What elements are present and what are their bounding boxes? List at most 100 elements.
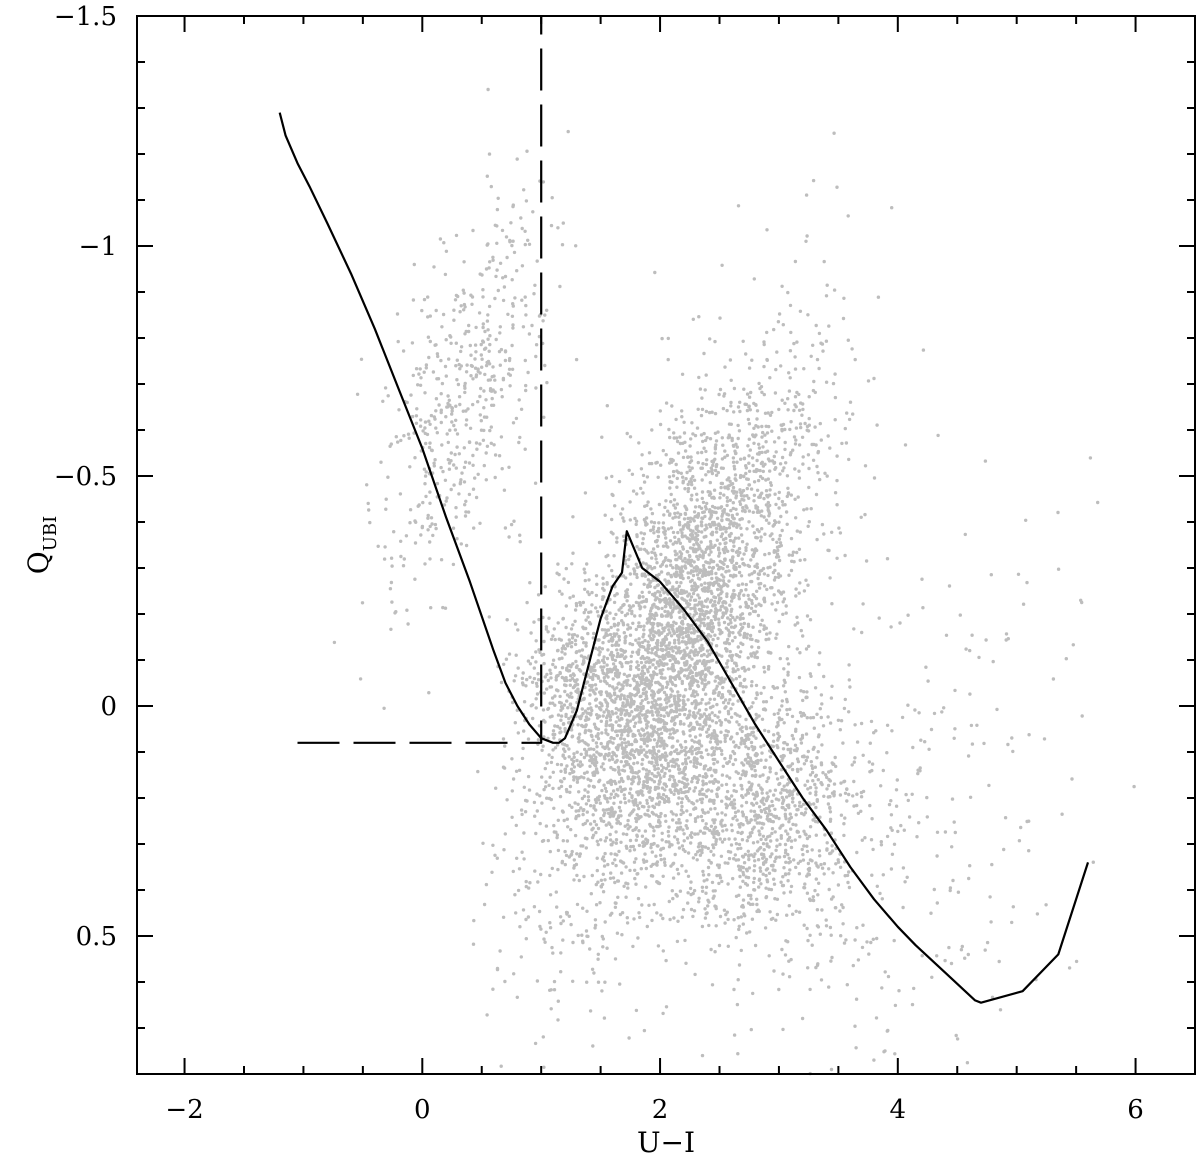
data-point xyxy=(667,769,672,773)
data-point xyxy=(866,379,871,383)
data-point xyxy=(752,552,756,557)
data-point xyxy=(458,310,462,314)
data-point xyxy=(802,813,806,817)
data-point xyxy=(822,259,826,264)
data-point xyxy=(801,402,805,406)
data-point xyxy=(635,565,640,569)
data-point xyxy=(826,783,831,788)
data-point xyxy=(746,593,750,598)
data-point xyxy=(653,787,657,792)
data-point xyxy=(467,440,472,445)
data-point xyxy=(419,418,423,422)
data-point xyxy=(612,600,617,605)
data-point xyxy=(621,768,625,772)
data-point xyxy=(575,758,579,763)
data-point xyxy=(427,419,431,423)
data-point xyxy=(510,314,515,318)
data-point xyxy=(709,558,713,562)
data-point xyxy=(411,373,415,378)
data-point xyxy=(695,573,700,577)
data-point xyxy=(644,599,649,604)
data-point xyxy=(637,843,642,848)
data-point xyxy=(730,548,734,552)
data-point xyxy=(723,861,727,865)
data-point xyxy=(798,835,802,839)
data-point xyxy=(805,507,809,511)
data-point xyxy=(664,758,668,762)
data-point xyxy=(720,615,724,620)
data-point xyxy=(683,702,687,707)
data-point xyxy=(714,473,719,477)
data-point xyxy=(656,589,660,594)
data-point xyxy=(803,783,807,787)
data-point xyxy=(752,480,757,484)
data-point xyxy=(716,636,720,641)
data-point xyxy=(852,779,856,784)
data-point xyxy=(833,755,837,760)
data-point xyxy=(788,453,793,457)
data-point xyxy=(850,763,854,767)
data-point xyxy=(799,425,803,430)
data-point xyxy=(924,665,928,669)
data-point xyxy=(554,830,558,834)
data-point xyxy=(835,556,839,560)
data-point xyxy=(653,592,657,596)
data-point xyxy=(651,547,656,551)
data-point xyxy=(738,885,742,889)
data-point xyxy=(784,829,788,833)
data-point xyxy=(572,752,576,756)
data-point xyxy=(714,675,718,679)
data-point xyxy=(935,830,940,834)
data-point xyxy=(855,850,859,855)
data-point xyxy=(399,539,403,543)
data-point xyxy=(853,357,857,362)
data-point xyxy=(740,582,745,586)
data-point xyxy=(724,609,729,613)
data-point xyxy=(602,665,606,669)
data-point xyxy=(794,405,798,409)
data-point xyxy=(977,655,981,660)
data-point xyxy=(507,535,511,539)
data-point xyxy=(508,384,512,388)
data-point xyxy=(677,584,681,588)
data-point xyxy=(481,322,485,326)
data-point xyxy=(689,459,694,463)
data-point xyxy=(641,691,645,696)
data-point xyxy=(736,771,740,775)
data-point xyxy=(650,918,654,923)
data-point xyxy=(512,972,516,976)
data-point xyxy=(686,526,691,530)
data-point xyxy=(791,800,795,804)
data-point xyxy=(440,381,445,386)
data-point xyxy=(524,313,528,317)
data-point xyxy=(595,582,599,586)
data-point xyxy=(586,615,590,619)
data-point xyxy=(588,822,593,826)
data-point xyxy=(642,737,646,741)
data-point xyxy=(452,318,456,322)
data-point xyxy=(454,364,458,368)
data-point xyxy=(715,684,719,688)
data-point xyxy=(789,839,794,843)
data-point xyxy=(601,658,605,662)
data-point xyxy=(714,530,719,534)
data-point xyxy=(739,490,743,495)
data-point xyxy=(585,819,589,823)
data-point xyxy=(650,760,654,764)
data-point xyxy=(551,786,555,791)
data-point xyxy=(806,453,811,457)
data-point xyxy=(881,873,885,877)
data-point xyxy=(680,619,685,623)
data-point xyxy=(707,716,712,720)
data-point xyxy=(759,745,763,749)
data-point xyxy=(648,665,652,669)
data-point xyxy=(777,558,782,563)
data-point xyxy=(889,813,894,817)
data-point xyxy=(652,531,656,535)
data-point xyxy=(728,698,732,702)
data-point xyxy=(563,727,567,731)
data-point xyxy=(806,524,810,528)
data-point xyxy=(710,410,714,414)
data-point xyxy=(878,891,882,896)
data-point xyxy=(594,704,599,708)
